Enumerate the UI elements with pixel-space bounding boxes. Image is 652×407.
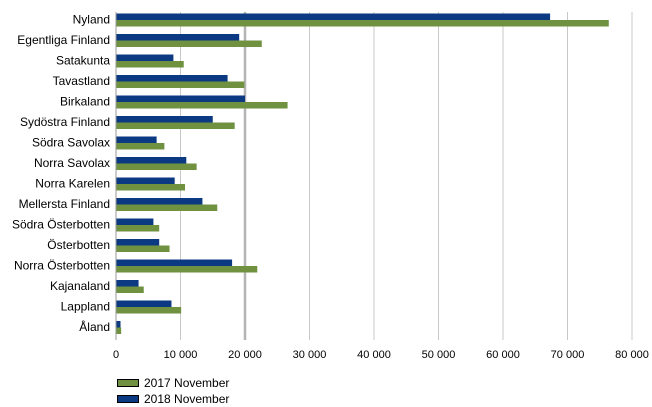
bar-nyland-2018-november	[116, 13, 551, 20]
category-label-satakunta: Satakunta	[56, 53, 110, 67]
bar-tavastland-2017-november	[116, 81, 245, 88]
bar-s-dra-sterbotten-2018-november	[116, 218, 154, 225]
bar-norra-sterbotten-2018-november	[116, 259, 233, 266]
bar-syd-stra-finland-2017-november	[116, 122, 235, 129]
bar-egentliga-finland-2018-november	[116, 34, 240, 41]
bar-satakunta-2017-november	[116, 61, 184, 68]
category-label-land: Åland	[79, 319, 110, 334]
bar-norra-karelen-2018-november	[116, 177, 175, 184]
category-label-kajanaland: Kajanaland	[50, 279, 110, 293]
x-tick-label-50000: 50 000	[422, 349, 456, 361]
bar-norra-karelen-2017-november	[116, 184, 186, 191]
category-label-egentliga-finland: Egentliga Finland	[17, 33, 110, 47]
category-label-tavastland: Tavastland	[53, 74, 110, 88]
x-tick-label-20000: 20 000	[228, 349, 262, 361]
bar-satakunta-2018-november	[116, 54, 174, 61]
bar-land-2017-november	[116, 327, 122, 334]
legend-item-2018: 2018 November	[117, 391, 229, 407]
category-label-syd-stra-finland: Sydöstra Finland	[20, 115, 110, 129]
category-label-birkaland: Birkaland	[60, 94, 110, 108]
bar-kajanaland-2017-november	[116, 286, 144, 293]
bar-kajanaland-2018-november	[116, 280, 139, 287]
bar-mellersta-finland-2017-november	[116, 204, 218, 211]
category-label-mellersta-finland: Mellersta Finland	[19, 197, 110, 211]
bar-norra-sterbotten-2017-november	[116, 266, 258, 273]
x-tick-label-0: 0	[113, 349, 119, 361]
bar-lappland-2018-november	[116, 300, 172, 307]
category-label-sterbotten: Österbotten	[47, 238, 110, 252]
legend-swatch-2017	[117, 379, 139, 387]
bar-lappland-2017-november	[116, 307, 182, 314]
category-label-s-dra-sterbotten: Södra Österbotten	[12, 217, 110, 231]
x-tick-label-80000: 80 000	[615, 349, 649, 361]
bar-s-dra-sterbotten-2017-november	[116, 225, 160, 232]
legend-item-2017: 2017 November	[117, 375, 229, 391]
bar-nyland-2017-november	[116, 20, 609, 27]
legend-label-2017: 2017 November	[144, 376, 230, 390]
category-labels: Nyland Egentliga Finland Satakunta Tavastla…	[12, 12, 110, 334]
category-label-norra-savolax: Norra Savolax	[34, 156, 110, 170]
x-tick-label-40000: 40 000	[357, 349, 391, 361]
category-label-s-dra-savolax: Södra Savolax	[32, 135, 110, 149]
bar-egentliga-finland-2017-november	[116, 40, 262, 47]
x-tick-label-30000: 30 000	[293, 349, 327, 361]
gridlines	[180, 12, 633, 340]
category-label-norra-sterbotten: Norra Österbotten	[14, 258, 110, 272]
bar-mellersta-finland-2018-november	[116, 198, 203, 205]
legend: 2017 November 2018 November	[117, 375, 229, 407]
bar-norra-savolax-2018-november	[116, 157, 187, 164]
bar-s-dra-savolax-2018-november	[116, 136, 157, 143]
bar-land-2018-november	[116, 321, 121, 328]
category-label-norra-karelen: Norra Karelen	[35, 176, 110, 190]
x-tick-label-10000: 10 000	[164, 349, 198, 361]
bar-tavastland-2018-november	[116, 75, 228, 82]
category-label-lappland: Lappland	[61, 299, 110, 313]
legend-label-2018: 2018 November	[144, 392, 230, 406]
bar-sterbotten-2018-november	[116, 239, 160, 246]
bar-sterbotten-2017-november	[116, 245, 170, 252]
x-tick-label-60000: 60 000	[486, 349, 520, 361]
bars	[116, 13, 609, 334]
x-tick-labels: 0 10 000 20 000 30 000 40 000 50 000 60 000 70 …	[113, 349, 649, 361]
category-label-nyland: Nyland	[73, 12, 110, 26]
bar-norra-savolax-2017-november	[116, 163, 197, 170]
bar-birkaland-2017-november	[116, 102, 288, 109]
x-tick-label-70000: 70 000	[551, 349, 585, 361]
bar-s-dra-savolax-2017-november	[116, 143, 165, 150]
bar-syd-stra-finland-2018-november	[116, 116, 213, 123]
legend-swatch-2018	[117, 395, 139, 403]
bar-birkaland-2018-november	[116, 95, 245, 102]
